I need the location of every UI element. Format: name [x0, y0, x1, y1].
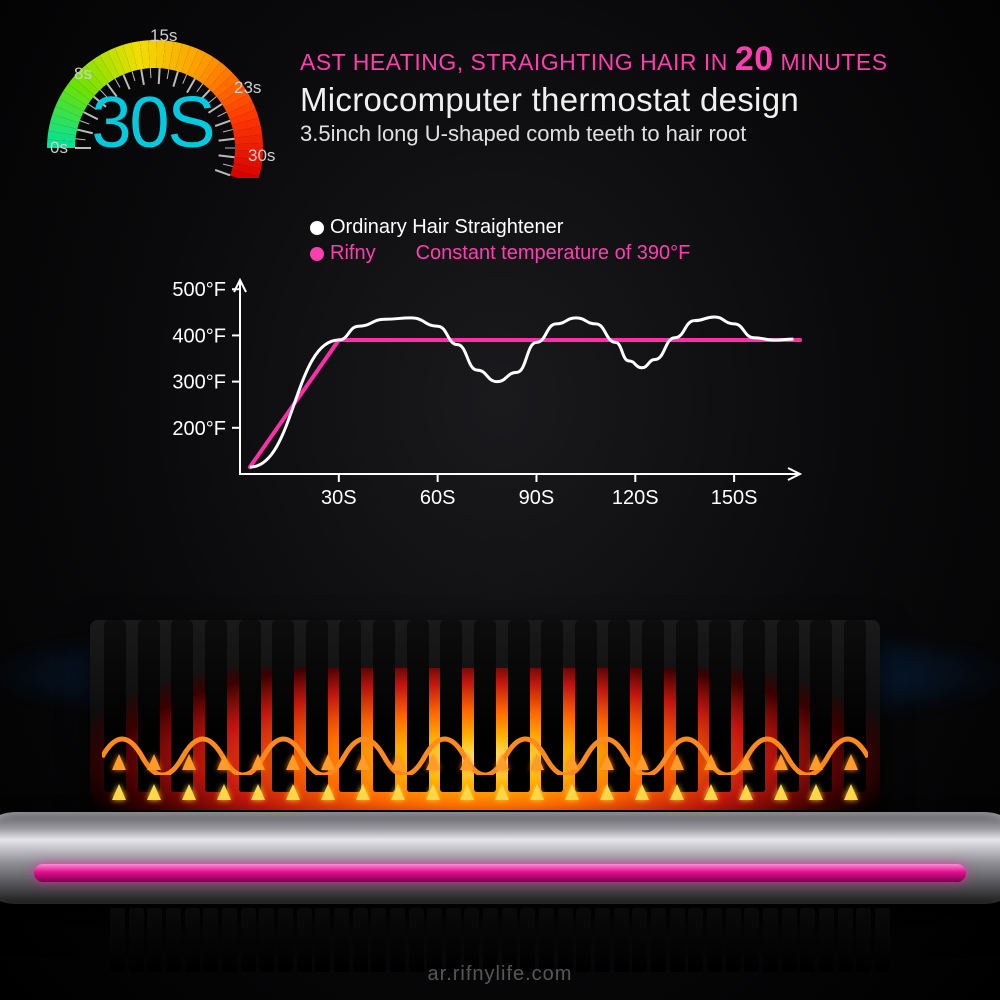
svg-text:90S: 90S	[519, 487, 555, 509]
legend-text-rifny: Rifny	[330, 242, 376, 264]
headline-line1-number: 20	[735, 40, 774, 78]
product-body-bar	[0, 812, 1000, 904]
legend-text-ordinary: Ordinary Hair Straightener	[330, 216, 563, 238]
headline-line1: AST HEATING, STRAIGHTING HAIR IN 20 MINU…	[300, 40, 980, 79]
gauge-tick-label: 30s	[248, 146, 275, 166]
comb-head	[90, 620, 880, 810]
legend-row-rifny: Rifny Constant temperature of 390°F	[310, 240, 690, 266]
headline-line1-suffix: MINUTES	[774, 49, 888, 75]
legend-row-ordinary: Ordinary Hair Straightener	[310, 214, 690, 240]
svg-text:300°F: 300°F	[172, 372, 226, 394]
svg-text:200°F: 200°F	[172, 418, 226, 440]
chart-legend: Ordinary Hair Straightener Rifny Constant…	[310, 214, 690, 266]
headline-line2: Microcomputer thermostat design	[300, 81, 980, 119]
svg-text:150S: 150S	[711, 487, 758, 509]
gauge-tick-label: 15s	[150, 26, 177, 46]
headline-block: AST HEATING, STRAIGHTING HAIR IN 20 MINU…	[300, 40, 980, 147]
svg-text:500°F: 500°F	[172, 279, 226, 301]
product-pink-stripe	[34, 864, 967, 882]
svg-text:400°F: 400°F	[172, 325, 226, 347]
svg-text:60S: 60S	[420, 487, 456, 509]
watermark: ar.rifnylife.com	[0, 963, 1000, 986]
gauge: 30S 0s8s15s23s30s	[30, 18, 275, 178]
temperature-chart: Ordinary Hair Straightener RifnyConstant…	[160, 220, 840, 520]
svg-text:30S: 30S	[321, 487, 357, 509]
headline-line1-prefix: AST HEATING, STRAIGHTING HAIR IN	[300, 49, 735, 75]
svg-text:120S: 120S	[612, 487, 659, 509]
headline-line3: 3.5inch long U-shaped comb teeth to hair…	[300, 121, 980, 147]
legend-constant-temp: Constant temperature of 390°F	[416, 242, 691, 264]
product-render	[0, 590, 1000, 970]
legend-dot-white	[310, 221, 324, 235]
gauge-tick-label: 23s	[234, 78, 261, 98]
header-row: 30S 0s8s15s23s30s AST HEATING, STRAIGHTI…	[0, 18, 1000, 198]
gauge-tick-label: 8s	[74, 64, 92, 84]
heat-wave-icon	[102, 715, 868, 775]
gauge-tick-label: 0s	[50, 138, 68, 158]
legend-dot-pink	[310, 247, 324, 261]
